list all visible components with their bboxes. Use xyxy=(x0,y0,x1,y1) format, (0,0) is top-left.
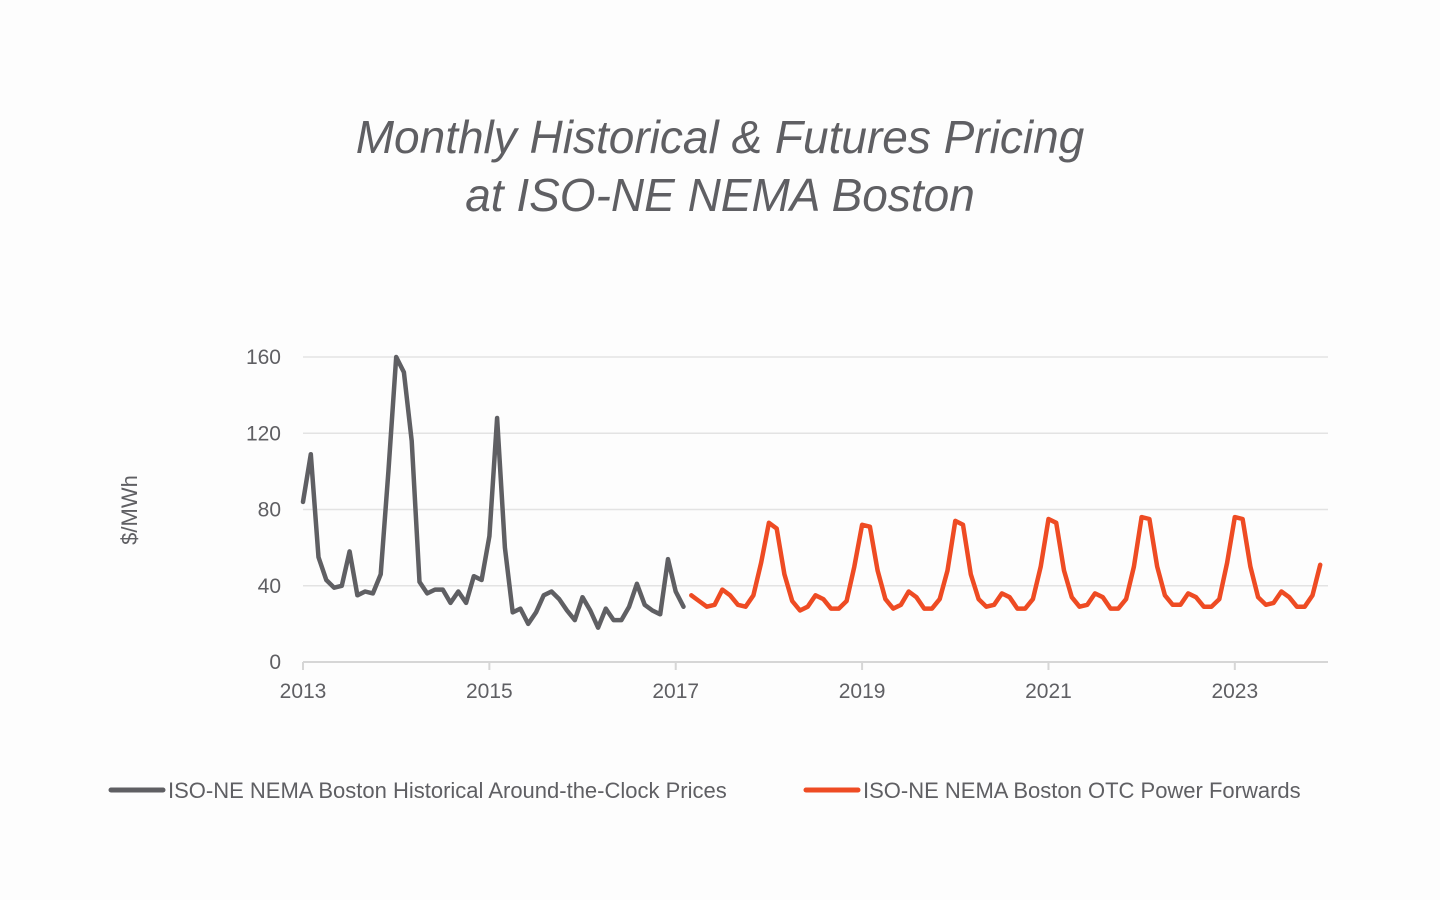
y-tick-label: 0 xyxy=(269,651,281,674)
series-line-1 xyxy=(689,514,1323,613)
x-tick-label: 2015 xyxy=(466,680,513,703)
gridlines xyxy=(303,356,1328,587)
x-tick-label: 2019 xyxy=(839,680,886,703)
y-axis-label: $/MWh xyxy=(117,475,142,545)
chart-title-line-1: Monthly Historical & Futures Pricing xyxy=(355,111,1085,163)
x-tick-label: 2023 xyxy=(1211,680,1258,703)
chart-title-line-2: at ISO-NE NEMA Boston xyxy=(465,169,975,221)
series-lines xyxy=(300,354,1323,630)
y-axis-tick-labels: 0 40 80 120 160 xyxy=(246,346,281,674)
y-tick-label: 80 xyxy=(258,499,281,522)
series-line-0 xyxy=(300,354,686,630)
x-tick-label: 2021 xyxy=(1025,680,1072,703)
x-tick-label: 2013 xyxy=(280,680,327,703)
x-tick-label: 2017 xyxy=(652,680,699,703)
legend-label-1: ISO-NE NEMA Boston OTC Power Forwards xyxy=(863,778,1301,803)
legend: ISO-NE NEMA Boston Historical Around-the… xyxy=(108,778,1301,803)
x-axis xyxy=(302,661,1328,670)
y-tick-label: 40 xyxy=(258,575,281,598)
legend-label-0: ISO-NE NEMA Boston Historical Around-the… xyxy=(168,778,727,803)
y-tick-label: 160 xyxy=(246,346,281,369)
x-axis-tick-labels: 2013 2015 2017 2019 2021 2023 xyxy=(280,680,1259,703)
y-tick-label: 120 xyxy=(246,422,281,445)
